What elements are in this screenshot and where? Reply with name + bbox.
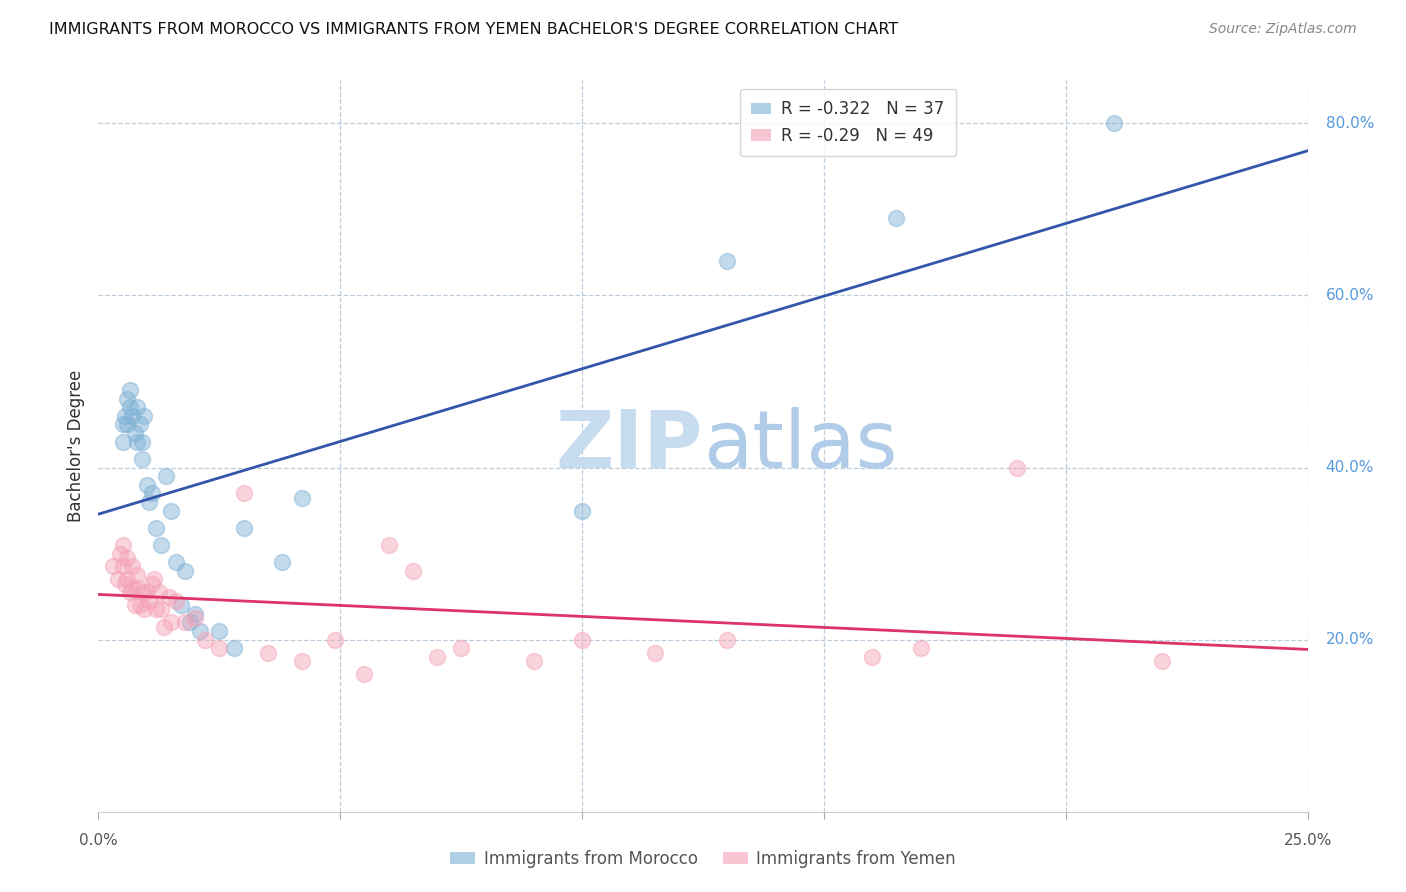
Point — [271, 555, 294, 569]
Point — [179, 615, 201, 630]
Point — [886, 211, 908, 225]
Point — [138, 594, 160, 608]
Point — [157, 590, 180, 604]
Point — [121, 409, 143, 423]
Point — [1102, 116, 1125, 130]
Text: 40.0%: 40.0% — [1326, 460, 1374, 475]
Point — [121, 581, 143, 595]
Text: atlas: atlas — [703, 407, 897, 485]
Point — [127, 401, 149, 415]
Point — [121, 559, 143, 574]
Point — [194, 632, 217, 647]
Point — [145, 602, 167, 616]
Point — [860, 649, 883, 664]
Point — [184, 611, 207, 625]
Point — [127, 581, 149, 595]
Point — [124, 598, 146, 612]
Text: 0.0%: 0.0% — [79, 832, 118, 847]
Point — [135, 477, 157, 491]
Text: 80.0%: 80.0% — [1326, 116, 1374, 131]
Point — [117, 417, 139, 432]
Point — [118, 585, 141, 599]
Point — [131, 585, 153, 599]
Text: 20.0%: 20.0% — [1326, 632, 1374, 647]
Point — [184, 607, 207, 621]
Point — [134, 409, 156, 423]
Point — [353, 667, 375, 681]
Point — [160, 615, 183, 630]
Point — [450, 641, 472, 656]
Point — [117, 392, 139, 406]
Point — [128, 598, 150, 612]
Point — [150, 538, 173, 552]
Point — [571, 632, 593, 647]
Point — [910, 641, 932, 656]
Point — [377, 538, 399, 552]
Point — [165, 594, 187, 608]
Point — [118, 383, 141, 397]
Text: 60.0%: 60.0% — [1326, 288, 1374, 303]
Point — [134, 602, 156, 616]
Point — [131, 434, 153, 449]
Point — [1007, 460, 1029, 475]
Point — [152, 620, 174, 634]
Point — [644, 646, 666, 660]
Point — [138, 495, 160, 509]
Point — [169, 598, 191, 612]
Point — [124, 426, 146, 441]
Point — [232, 486, 254, 500]
Point — [155, 469, 177, 483]
Point — [114, 409, 136, 423]
Point — [188, 624, 211, 638]
Point — [107, 573, 129, 587]
Point — [127, 434, 149, 449]
Point — [1152, 654, 1174, 668]
Point — [118, 401, 141, 415]
Point — [208, 624, 231, 638]
Legend: Immigrants from Morocco, Immigrants from Yemen: Immigrants from Morocco, Immigrants from… — [444, 844, 962, 875]
Text: Source: ZipAtlas.com: Source: ZipAtlas.com — [1209, 22, 1357, 37]
Point — [148, 585, 170, 599]
Legend: R = -0.322   N = 37, R = -0.29   N = 49: R = -0.322 N = 37, R = -0.29 N = 49 — [740, 88, 956, 156]
Point — [117, 573, 139, 587]
Point — [165, 555, 187, 569]
Point — [111, 434, 134, 449]
Point — [141, 486, 163, 500]
Point — [426, 649, 449, 664]
Point — [222, 641, 245, 656]
Point — [290, 654, 312, 668]
Point — [101, 559, 124, 574]
Point — [111, 417, 134, 432]
Point — [290, 491, 312, 505]
Text: IMMIGRANTS FROM MOROCCO VS IMMIGRANTS FROM YEMEN BACHELOR'S DEGREE CORRELATION C: IMMIGRANTS FROM MOROCCO VS IMMIGRANTS FR… — [49, 22, 898, 37]
Point — [117, 550, 139, 565]
Text: ZIP: ZIP — [555, 407, 703, 485]
Point — [523, 654, 546, 668]
Point — [160, 503, 183, 517]
Point — [111, 559, 134, 574]
Point — [128, 417, 150, 432]
Point — [174, 615, 197, 630]
Point — [108, 547, 131, 561]
Point — [232, 521, 254, 535]
Point — [131, 451, 153, 466]
Point — [143, 573, 166, 587]
Point — [571, 503, 593, 517]
Point — [145, 521, 167, 535]
Y-axis label: Bachelor's Degree: Bachelor's Degree — [66, 370, 84, 522]
Text: 25.0%: 25.0% — [1284, 832, 1331, 847]
Point — [127, 568, 149, 582]
Point — [325, 632, 347, 647]
Point — [141, 576, 163, 591]
Point — [256, 646, 278, 660]
Point — [208, 641, 231, 656]
Point — [402, 564, 425, 578]
Point — [716, 632, 738, 647]
Point — [111, 538, 134, 552]
Point — [114, 576, 136, 591]
Point — [174, 564, 197, 578]
Point — [716, 254, 738, 268]
Point — [150, 602, 173, 616]
Point — [135, 585, 157, 599]
